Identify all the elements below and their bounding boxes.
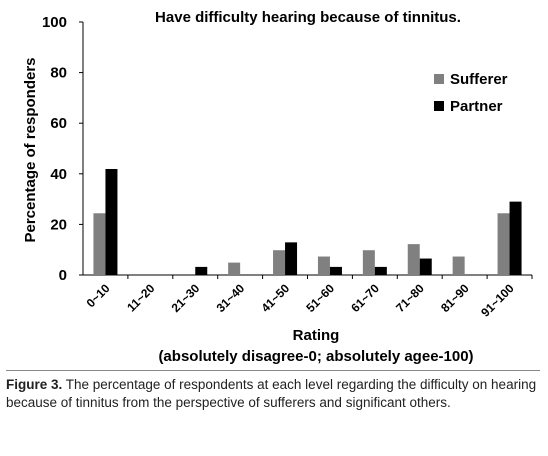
chart-title: Have difficulty hearing because of tinni… (155, 9, 461, 26)
bar-partner (509, 201, 522, 275)
y-tick-label: 40 (50, 166, 67, 183)
bar-partner (195, 266, 208, 275)
y-axis-label: Percentage of responders (22, 57, 39, 242)
y-tick-label: 20 (50, 216, 67, 233)
bar-sufferer (497, 213, 510, 275)
x-axis-sublabel: (absolutely disagree-0; absolutely agee-… (158, 348, 473, 365)
bar-partner (419, 258, 432, 275)
caption-text: The percentage of respondents at each le… (6, 377, 537, 410)
bar-partner (285, 242, 298, 275)
bar-sufferer (452, 256, 465, 275)
plot-area: 0 20 40 60 80 100 0~10 11~20 21~30 31~40 41~50 51~6… (42, 14, 533, 320)
y-tick-label: 100 (42, 14, 67, 31)
legend-swatch-sufferer (434, 74, 444, 84)
bar-sufferer (228, 262, 241, 275)
x-tick-label: 41~50 (258, 281, 292, 315)
x-tick-label: 31~40 (214, 281, 248, 315)
x-tick-label: 11~20 (124, 281, 157, 314)
bar-sufferer (273, 250, 286, 275)
caption-divider (6, 370, 540, 371)
legend-swatch-partner (434, 101, 444, 111)
bar-chart: Have difficulty hearing because of tinni… (22, 9, 533, 365)
bar-sufferer (317, 256, 330, 275)
bar-partner (374, 266, 387, 275)
x-tick-label: 91~100 (478, 281, 517, 320)
legend-label-partner: Partner (450, 98, 503, 115)
caption-label: Figure 3. (6, 377, 63, 392)
y-tick-label: 60 (50, 115, 67, 132)
bar-sufferer (93, 213, 106, 275)
x-tick-label: 21~30 (169, 281, 203, 315)
x-axis-label: Rating (293, 327, 340, 344)
bar-partner (105, 168, 118, 275)
figure-caption: Figure 3. The percentage of respondents … (6, 376, 540, 412)
x-tick-label: 61~70 (348, 281, 382, 315)
y-tick-label: 0 (59, 267, 67, 284)
bar-partner (329, 266, 342, 275)
legend-label-sufferer: Sufferer (450, 71, 508, 88)
x-tick-label: 71~80 (393, 281, 427, 315)
x-tick-label: 0~10 (84, 281, 113, 310)
bar-sufferer (407, 244, 420, 275)
x-tick-label: 51~60 (303, 281, 337, 315)
bar-sufferer (362, 250, 375, 275)
x-tick-label: 81~90 (438, 281, 472, 315)
y-tick-label: 80 (50, 65, 67, 82)
